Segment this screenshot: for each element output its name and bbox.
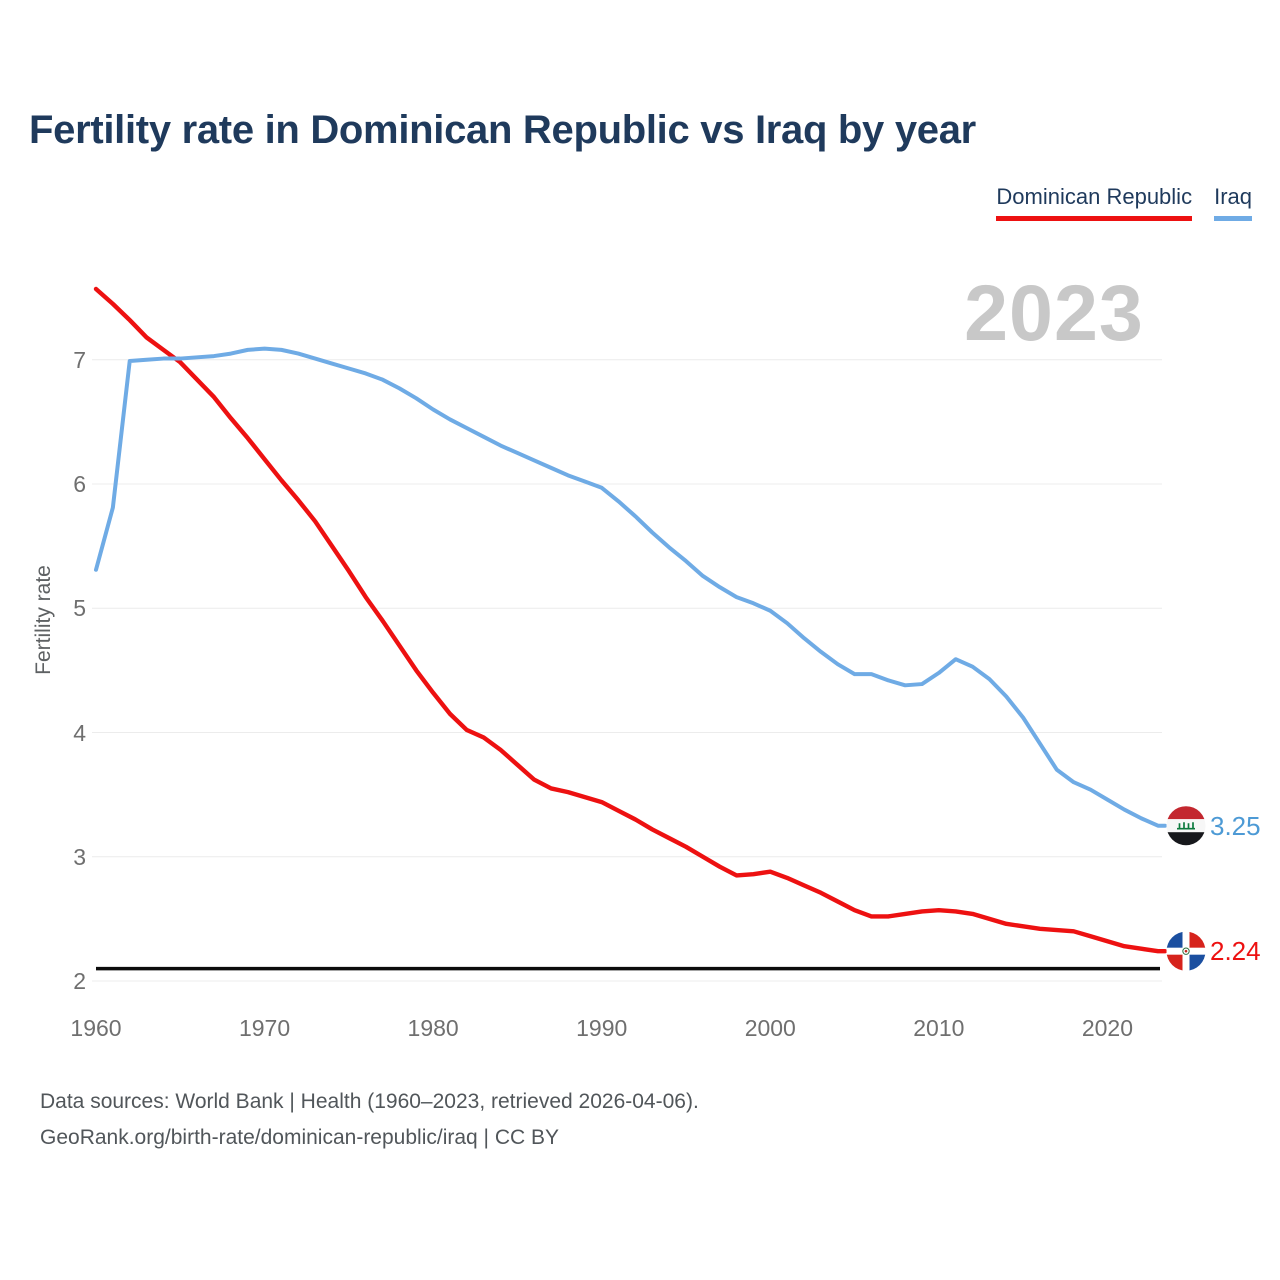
- y-tick-label: 6: [73, 471, 86, 498]
- x-tick-label: 1960: [70, 1015, 122, 1041]
- y-tick-label: 2: [73, 968, 86, 994]
- x-tick-label: 2000: [744, 1015, 796, 1041]
- iraq-flag-icon: [1166, 806, 1206, 846]
- legend-label: Iraq: [1214, 184, 1252, 209]
- x-tick-label: 1970: [238, 1015, 291, 1041]
- data-sources-text: Data sources: World Bank | Health (1960–…: [40, 1090, 699, 1113]
- series-layer: [93, 286, 1168, 954]
- y-tick-label: 7: [73, 346, 86, 373]
- gridlines-layer: [92, 359, 1162, 982]
- line-iraq: [94, 346, 1167, 828]
- dominican-republic-flag-icon: [1166, 931, 1206, 971]
- year-watermark: 2023: [964, 268, 1144, 357]
- x-tick-label: 1980: [407, 1015, 459, 1041]
- y-tick-label: 3: [73, 843, 86, 870]
- dominican-republic-end-value-label: 2.24: [1210, 936, 1261, 967]
- y-tick-label: 5: [73, 595, 86, 622]
- x-tick-label: 2010: [913, 1015, 965, 1041]
- legend: Dominican Republic Iraq: [996, 184, 1252, 221]
- legend-item-dominican-republic[interactable]: Dominican Republic: [996, 184, 1193, 221]
- line-dominican-republic: [93, 286, 1168, 954]
- iraq-end-value-label: 3.25: [1210, 810, 1261, 841]
- x-tick-label: 2020: [1081, 1015, 1133, 1041]
- attribution-text: GeoRank.org/birth-rate/dominican-republi…: [40, 1126, 560, 1149]
- y-tick-label: 4: [73, 719, 86, 746]
- x-tick-label: 1990: [576, 1015, 628, 1041]
- legend-label: Dominican Republic: [996, 184, 1193, 209]
- page-title: Fertility rate in Dominican Republic vs …: [29, 108, 976, 152]
- legend-item-iraq[interactable]: Iraq: [1214, 184, 1252, 221]
